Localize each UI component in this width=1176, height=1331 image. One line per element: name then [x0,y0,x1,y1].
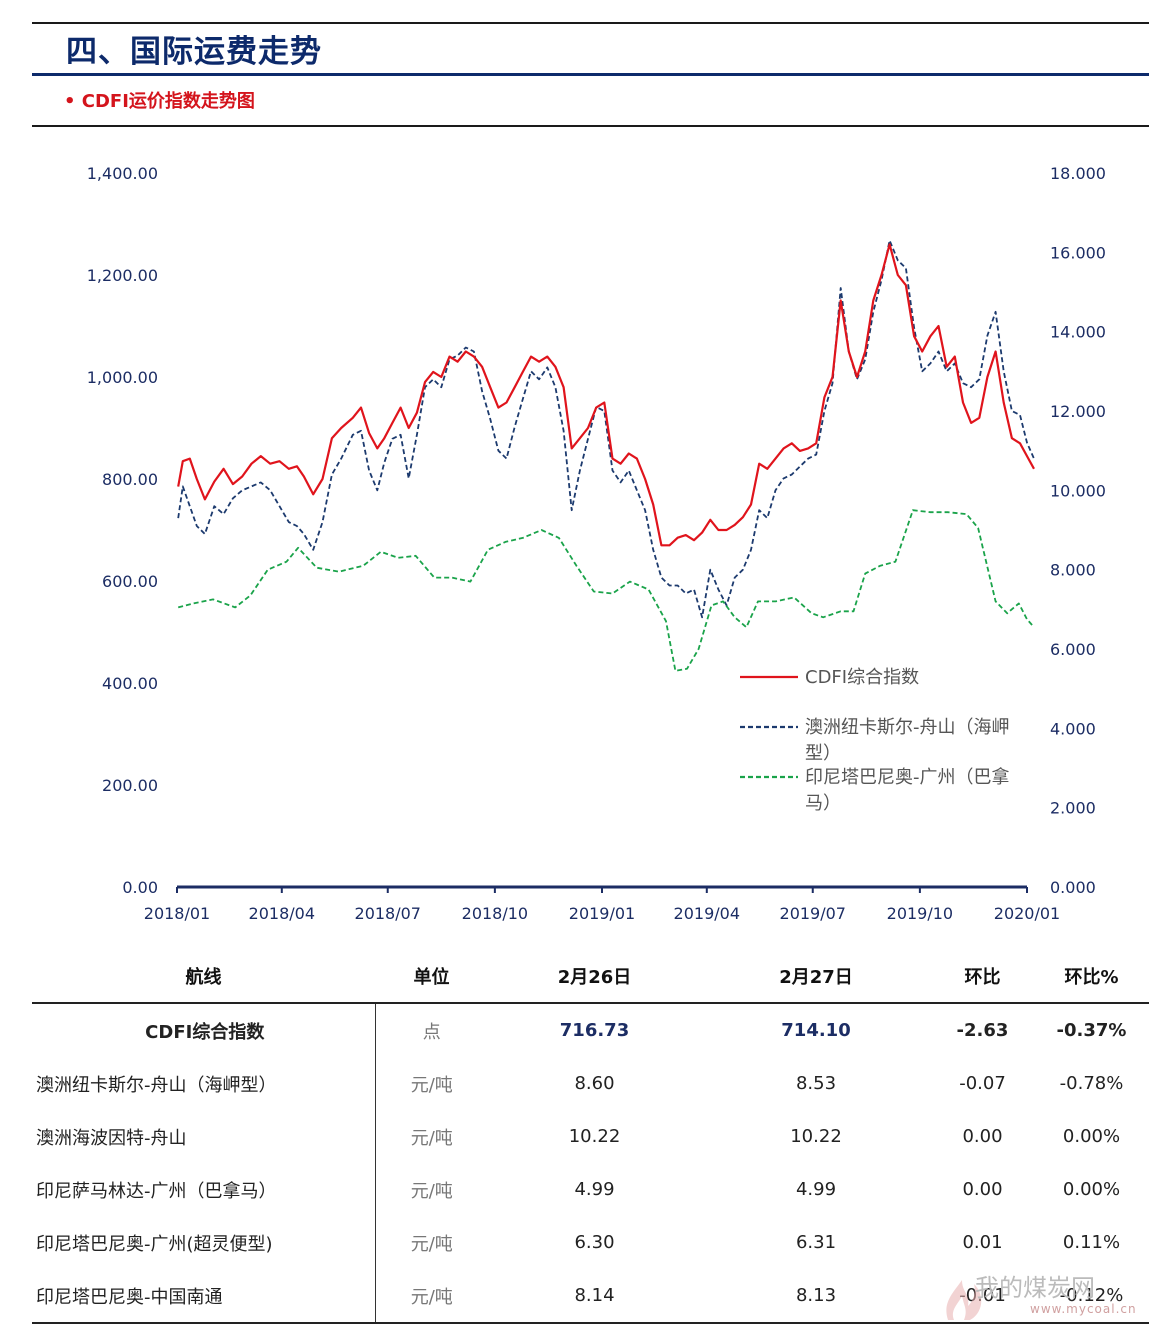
x-tick-label: 2019/10 [887,904,953,923]
change-cell: 0.01 [962,1232,1003,1253]
value-cell: 6.31 [795,1232,837,1253]
subtitle-rule [32,125,1149,127]
x-tick-label: 2019/01 [569,904,635,923]
unit-cell: 元/吨 [374,1057,488,1110]
top-rule [32,22,1149,24]
left-tick-label: 0.00 [122,878,158,897]
header-route: 航线 [32,950,375,1004]
right-tick-label: 12.000 [1050,402,1106,421]
change-pct-cell: -0.78% [1059,1073,1124,1094]
table-row: CDFI综合指数 点 716.73 714.10 -2.63 -0.37% [32,1003,1149,1057]
watermark-flame-logo [946,1280,982,1320]
header-change: 环比 [931,950,1034,1004]
change-pct-cell: -0.37% [1056,1020,1127,1041]
x-axis: 2018/01 2018/04 2018/07 2018/10 2019/01 2019/… [144,885,1060,923]
left-tick-label: 1,400.00 [87,164,158,183]
x-tick-label: 2019/07 [780,904,846,923]
change-pct-cell: 0.00% [1062,1179,1121,1200]
left-tick-label: 1,000.00 [87,368,158,387]
legend-label-1: 澳洲纽卡斯尔-舟山（海岬型） [805,717,1010,764]
right-axis-ticks: 0.000 2.000 4.000 6.000 8.000 10.000 12.000 14.… [1050,164,1106,897]
left-axis-ticks: 0.00 200.00 400.00 600.00 800.00 1,000.00 1,20… [87,164,158,897]
unit-cell: 点 [374,1003,488,1057]
left-tick-label: 400.00 [102,674,158,693]
watermark-url: www.mycoal.cn [1030,1302,1137,1316]
x-tick-label: 2019/04 [674,904,740,923]
unit-cell: 元/吨 [374,1269,488,1324]
value-cell: 8.13 [701,1269,931,1324]
legend-label-2: 印尼塔巴尼奥-广州（巴拿马） [805,766,1010,814]
route-cell: 澳洲纽卡斯尔-舟山（海岬型） [36,1074,277,1096]
right-tick-label: 14.000 [1050,323,1106,342]
value-cell: 4.99 [574,1179,615,1200]
table-row: 澳洲海波因特-舟山 元/吨 10.22 10.22 0.00 0.00% [32,1110,1149,1163]
table-header-row: 航线 单位 2月26日 2月27日 环比 环比% [32,950,1149,1004]
series-line-1 [177,239,1035,619]
plot-lines [177,239,1035,672]
freight-line-chart: 0.00 200.00 400.00 600.00 800.00 1,000.00 1,20… [87,164,1106,923]
value-cell: 8.60 [574,1073,615,1094]
right-tick-label: 16.000 [1050,243,1106,262]
value-cell: 716.73 [559,1020,630,1041]
change-pct-cell: 0.11% [1062,1232,1121,1253]
route-cell: 印尼塔巴尼奥-广州(超灵便型) [36,1233,273,1255]
unit-cell: 元/吨 [374,1163,488,1216]
section-title: 四、国际运费走势 [66,34,322,70]
left-tick-label: 1,200.00 [87,266,158,285]
table-row: 印尼塔巴尼奥-广州(超灵便型) 元/吨 6.30 6.31 0.01 0.11% [32,1216,1149,1269]
x-tick-label: 2018/07 [355,904,421,923]
x-tick-label: 2020/01 [994,904,1060,923]
table-row: 澳洲纽卡斯尔-舟山（海岬型） 元/吨 8.60 8.53 -0.07 -0.78… [32,1057,1149,1110]
table-row: 印尼塔巴尼奥-中国南通 元/吨 8.14 8.13 -0.01 -0.12% [32,1269,1149,1324]
right-tick-label: 2.000 [1050,799,1096,818]
change-cell: -0.07 [959,1073,1006,1094]
value-cell: 4.99 [795,1179,837,1200]
title-rule [32,73,1149,76]
right-tick-label: 0.000 [1050,878,1096,897]
change-cell: -2.63 [956,1020,1009,1041]
header-change-pct: 环比% [1034,950,1149,1004]
freight-table: 航线 单位 2月26日 2月27日 环比 环比% CDFI综合指数 点 716.… [32,950,1149,1324]
right-tick-label: 8.000 [1050,561,1096,580]
value-cell: 714.10 [781,1020,851,1041]
left-tick-label: 800.00 [102,470,158,489]
x-tick-label: 2018/04 [249,904,315,923]
value-cell: 8.53 [795,1073,837,1094]
value-cell: 6.30 [574,1232,615,1253]
watermark-text: 我的煤炭网 [975,1274,1095,1302]
unit-cell: 元/吨 [374,1110,488,1163]
series-line-2 [177,509,1035,672]
change-cell: 0.00 [962,1126,1003,1147]
table-row: 印尼萨马林达-广州（巴拿马） 元/吨 4.99 4.99 0.00 0.00% [32,1163,1149,1216]
header-unit: 单位 [375,950,488,1004]
chart-subtitle: • CDFI运价指数走势图 [64,91,255,112]
legend-label-0: CDFI综合指数 [805,667,919,688]
change-pct-cell: -0.12% [1034,1269,1149,1324]
header-date-1: 2月26日 [488,950,701,1004]
right-tick-label: 6.000 [1050,640,1096,659]
x-tick-label: 2018/10 [462,904,528,923]
change-cell: -0.01 [931,1269,1034,1324]
change-pct-cell: 0.00% [1062,1126,1121,1147]
x-tick-label: 2018/01 [144,904,210,923]
route-cell: 澳洲海波因特-舟山 [36,1127,187,1149]
right-tick-label: 10.000 [1050,481,1106,500]
change-cell: 0.00 [962,1179,1003,1200]
value-cell: 10.22 [790,1126,842,1147]
left-tick-label: 200.00 [102,776,158,795]
value-cell: 10.22 [568,1126,621,1147]
value-cell: 8.14 [488,1269,701,1324]
series-line-0 [177,243,1035,547]
unit-cell: 元/吨 [374,1216,488,1269]
header-date-2: 2月27日 [701,950,931,1004]
left-tick-label: 600.00 [102,572,158,591]
right-tick-label: 18.000 [1050,164,1106,183]
right-tick-label: 4.000 [1050,719,1096,738]
route-cell: 印尼塔巴尼奥-中国南通 [32,1269,375,1324]
route-cell: 印尼萨马林达-广州（巴拿马） [36,1180,277,1202]
route-cell: CDFI综合指数 [145,1021,265,1043]
